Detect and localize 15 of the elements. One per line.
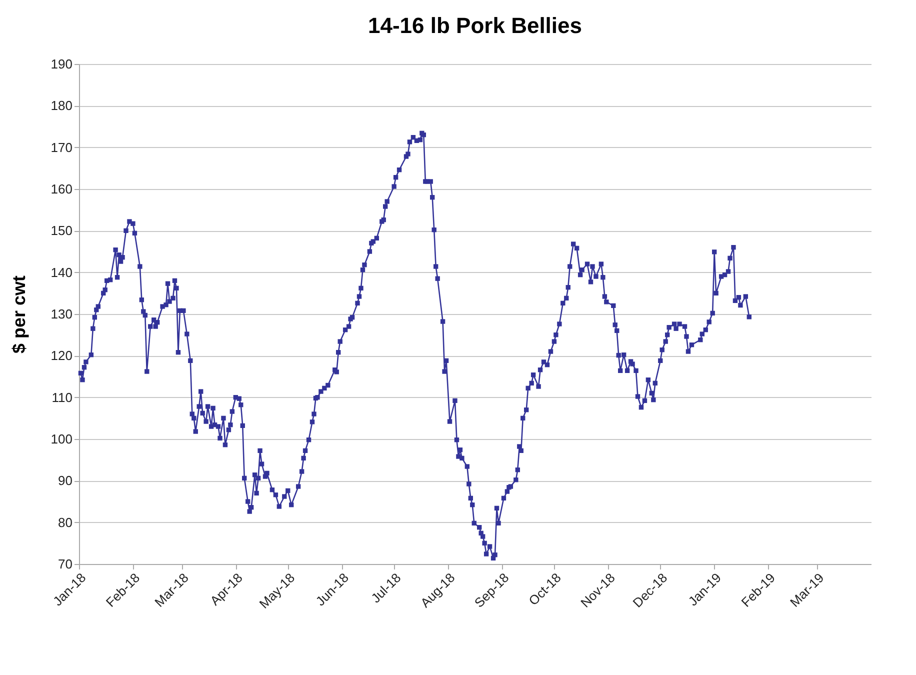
y-tick-label: 120 [50, 348, 72, 364]
y-tick-label: 170 [50, 140, 72, 155]
y-tick-label: 150 [50, 223, 72, 238]
y-tick-label: 90 [58, 473, 72, 488]
chart-title: 14-16 lb Pork Bellies [368, 13, 582, 38]
y-axis-title: $ per cwt [8, 275, 29, 354]
y-tick-label: 110 [52, 390, 72, 405]
y-tick-label: 190 [50, 56, 72, 72]
y-tick-label: 100 [50, 432, 72, 446]
y-tick-label: 130 [50, 306, 72, 322]
y-tick-label: 180 [50, 98, 72, 114]
y-tick-label: 160 [50, 182, 72, 196]
y-tick-label: 80 [58, 514, 72, 530]
y-tick-label: 140 [50, 264, 72, 280]
y-tick-label: 70 [58, 556, 72, 572]
